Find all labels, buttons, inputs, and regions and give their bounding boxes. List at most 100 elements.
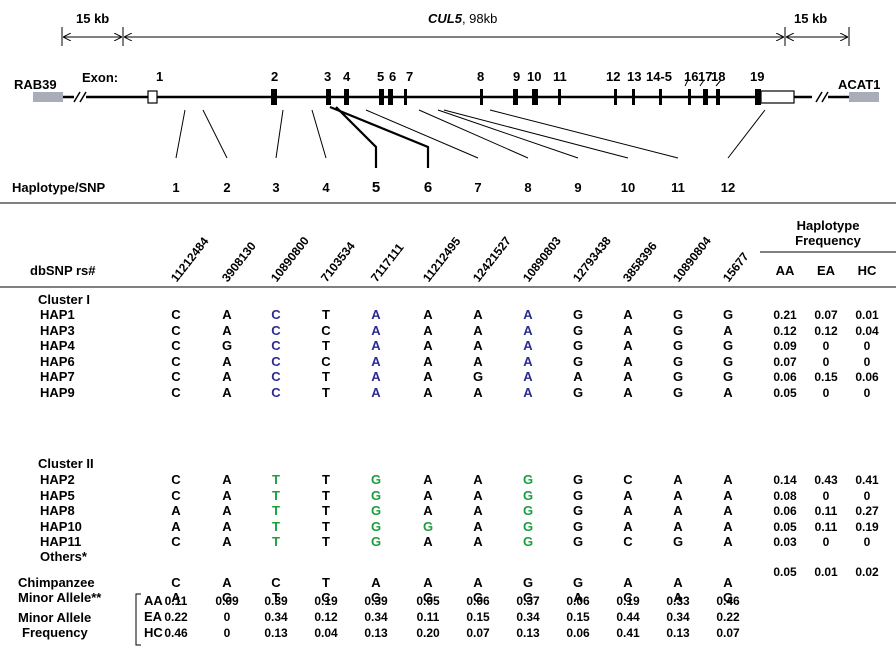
allele-cell: G (370, 534, 382, 549)
left-flank-size: 15 kb (76, 11, 110, 26)
chimp-allele: A (423, 575, 433, 590)
freq-col-header: AA (775, 263, 795, 278)
haplotype-frequency: 0.04 (855, 323, 879, 338)
others-frequency: 0.01 (814, 565, 838, 579)
allele-cell: A (222, 503, 232, 518)
allele-cell: A (523, 338, 533, 353)
allele-cell: A (573, 369, 583, 384)
allele-cell: T (272, 487, 280, 503)
minor-allele: G (522, 590, 534, 605)
maf-value: 0.05 (416, 594, 440, 608)
allele-cell: C (623, 534, 633, 549)
allele-cell: C (271, 322, 281, 338)
allele-cell: G (572, 472, 584, 487)
snp-number: 2 (223, 180, 231, 195)
minor-allele: G (722, 590, 734, 605)
allele-cell: C (171, 338, 181, 353)
maf-value: 0.11 (416, 610, 440, 624)
maf-value: 0.07 (716, 626, 740, 640)
haplotype-label: HAP6 (40, 353, 75, 369)
maf-value: 0.13 (364, 626, 388, 640)
haplotype-frequency: 0.14 (773, 473, 797, 487)
snp-number: 11 (671, 180, 685, 195)
allele-cell: A (723, 487, 733, 503)
allele-cell: G (722, 338, 734, 353)
allele-cell: A (523, 384, 533, 400)
maf-value: 0.20 (416, 626, 440, 640)
allele-cell: G (522, 518, 534, 534)
maf-value: 0.34 (666, 610, 690, 624)
minor-allele-label: Minor Allele** (18, 590, 102, 605)
allele-cell: G (672, 338, 684, 353)
allele-cell: C (623, 472, 633, 487)
allele-cell: A (371, 384, 381, 400)
haplotype-frequency: 0 (822, 339, 830, 353)
snp-number: 8 (524, 180, 532, 195)
chimp-allele: A (371, 575, 381, 590)
allele-cell: A (623, 518, 633, 534)
allele-cell: G (722, 369, 734, 384)
minor-allele: C (321, 590, 331, 605)
allele-cell: T (322, 384, 330, 400)
gene-title: CUL5, 98kb (428, 12, 497, 25)
chimp-allele: A (473, 575, 483, 590)
minor-allele: A (673, 590, 683, 605)
allele-cell: A (423, 322, 433, 338)
exon-number: 11 (553, 69, 567, 84)
acat1-box (849, 92, 879, 102)
allele-cell: A (623, 338, 633, 353)
allele-cell: C (171, 307, 181, 322)
allele-cell: G (522, 534, 534, 549)
allele-cell: A (473, 518, 483, 534)
haplotype-frequency: 0 (822, 354, 830, 369)
allele-cell: C (321, 322, 331, 338)
allele-cell: G (422, 518, 434, 534)
haplotype-frequency: 0.06 (855, 370, 879, 384)
haplotype-frequency: 0 (863, 339, 871, 353)
allele-cell: A (222, 518, 232, 534)
haplotype-frequency: 0.41 (855, 473, 879, 487)
acat1-label: ACAT1 (838, 77, 881, 92)
snp-number: 9 (574, 180, 582, 195)
allele-cell: A (371, 322, 381, 338)
allele-cell: A (473, 472, 483, 487)
allele-cell: A (523, 307, 533, 322)
allele-cell: A (623, 503, 633, 518)
allele-cell: A (423, 534, 433, 549)
others-label: Others* (40, 549, 87, 564)
allele-cell: G (672, 322, 684, 338)
allele-cell: A (222, 307, 232, 322)
haplotype-frequency: 0.01 (855, 308, 879, 322)
allele-cell: C (171, 487, 181, 503)
exon-number: 1 (156, 69, 164, 84)
haplotype-frequency: 0.43 (814, 473, 838, 487)
allele-cell: G (572, 353, 584, 369)
haplotype-label: HAP4 (40, 338, 75, 353)
maf-value: 0.44 (616, 610, 640, 624)
haplotype-frequency: 0.12 (814, 323, 838, 338)
others-frequency: 0.02 (855, 565, 879, 579)
allele-cell: A (371, 307, 381, 322)
haplotype-frequency: 0.27 (855, 504, 879, 518)
allele-cell: G (672, 353, 684, 369)
maf-value: 0.13 (666, 626, 690, 640)
exon-number: 7 (406, 69, 414, 84)
snp-number: 12 (720, 180, 736, 195)
allele-cell: A (222, 353, 232, 369)
allele-cell: T (322, 518, 330, 534)
maf-value: 0.12 (314, 610, 338, 624)
exon-number: 10 (527, 69, 542, 84)
haplotype-label: HAP11 (40, 534, 82, 549)
maf-value: 0.39 (364, 594, 388, 608)
freq-col-header: EA (816, 263, 836, 278)
maf-value: 0.13 (264, 626, 288, 640)
cluster1-label: Cluster I (38, 292, 91, 307)
allele-cell: G (572, 534, 584, 549)
snp-number: 6 (423, 179, 433, 196)
dbsnp-label: dbSNP rs# (30, 263, 96, 278)
exon-label: Exon: (82, 70, 119, 85)
rab39-box (33, 92, 63, 102)
allele-cell: G (722, 307, 734, 322)
haplotype-frequency: 0 (822, 535, 830, 549)
haplotype-frequency: 0.05 (773, 385, 797, 400)
